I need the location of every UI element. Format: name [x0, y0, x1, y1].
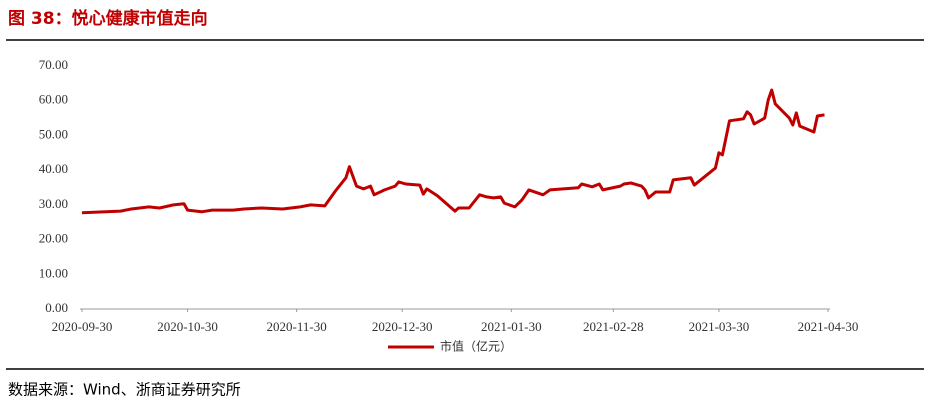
y-tick-label: 30.00: [39, 196, 68, 211]
y-tick-label: 60.00: [39, 92, 68, 107]
x-tick-label: 2021-04-30: [798, 319, 859, 334]
x-tick-label: 2021-02-28: [583, 319, 644, 334]
x-tick-label: 2020-10-30: [157, 319, 218, 334]
x-tick-label: 2021-03-30: [689, 319, 750, 334]
y-tick-label: 10.00: [39, 265, 68, 280]
y-tick-label: 50.00: [39, 126, 68, 141]
x-tick-label: 2021-01-30: [481, 319, 542, 334]
source-note: 数据来源：Wind、浙商证券研究所: [8, 381, 241, 399]
y-tick-label: 70.00: [39, 57, 68, 72]
y-tick-label: 20.00: [39, 231, 68, 246]
x-tick-label: 2020-09-30: [52, 319, 113, 334]
legend-label: 市值（亿元）: [440, 339, 512, 354]
y-tick-label: 40.00: [39, 161, 68, 176]
x-tick-label: 2020-11-30: [267, 319, 327, 334]
x-tick-label: 2020-12-30: [372, 319, 433, 334]
line-series: [81, 88, 825, 215]
figure-title: 图 38：悦心健康市值走向: [8, 8, 208, 29]
y-tick-label: 0.00: [45, 300, 68, 315]
